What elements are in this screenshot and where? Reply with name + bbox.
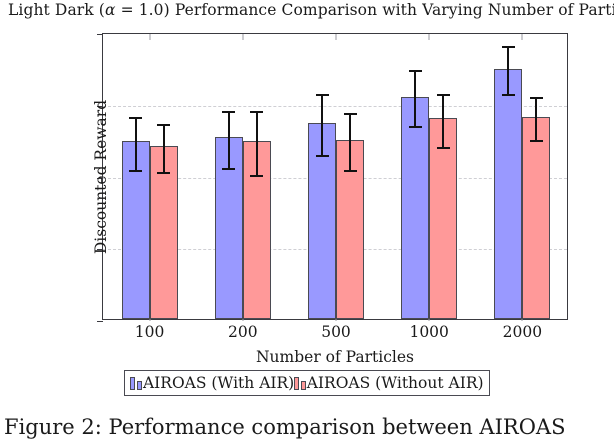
bar-500-without-air [336, 139, 364, 319]
x-tick-mark-top [428, 34, 430, 40]
bar-1000-without-air [429, 118, 458, 319]
error-bar-cap-upper [157, 123, 171, 126]
error-bar-cap-lower [157, 171, 171, 174]
error-bar-cap-lower [222, 168, 236, 171]
x-tick-label: 500 [321, 323, 351, 341]
error-bar-cap-upper [343, 112, 357, 115]
bar-1000-with-air [401, 96, 430, 319]
legend: AIROAS (With AIR) AIROAS (Without AIR) [124, 370, 490, 396]
error-bar-cap-lower [343, 170, 357, 173]
y-tick-mark [97, 105, 103, 107]
error-bar-cap-upper [315, 93, 329, 96]
chart-title-suffix: ) Performance Comparison with Varying Nu… [163, 1, 614, 19]
legend-swatch-icon-series-a [130, 376, 142, 390]
legend-entry-without-air[interactable]: AIROAS (Without AIR) [294, 374, 484, 392]
error-bar-cap-upper [529, 97, 543, 100]
legend-label-series-b: AIROAS (Without AIR) [306, 374, 484, 392]
bar-2000-with-air [494, 69, 523, 319]
gridline [103, 105, 567, 107]
error-bar-cap-upper [222, 110, 236, 113]
error-bar-line [349, 112, 351, 171]
error-bar-cap-lower [129, 169, 143, 172]
error-bar-line [442, 93, 445, 148]
x-tick-label: 1000 [409, 323, 449, 341]
x-tick-label: 100 [134, 323, 165, 341]
figure-caption: Figure 2: Performance comparison between… [4, 415, 566, 439]
error-bar-line [507, 46, 510, 95]
y-tick-mark [97, 177, 103, 179]
x-tick-mark-top [335, 34, 337, 40]
error-bar-line [414, 69, 417, 126]
error-bar-cap-lower [501, 94, 515, 97]
y-tick-mark [97, 249, 103, 251]
chart-title-prefix: Light Dark ( [8, 1, 105, 19]
error-bar-line [227, 110, 230, 169]
x-tick-mark-top [149, 34, 151, 40]
chart-title: Light Dark (α = 1.0) Performance Compari… [8, 0, 614, 20]
x-tick-label: 200 [228, 323, 258, 341]
chart-title-alpha-value: = 1.0 [115, 1, 164, 19]
x-axis-label: Number of Particles [255, 348, 414, 366]
error-bar-cap-upper [501, 46, 515, 49]
error-bar-cap-upper [408, 69, 422, 72]
error-bar-cap-upper [436, 93, 450, 96]
chart-title-alpha-symbol: α [104, 1, 116, 19]
x-tick-mark-top [521, 34, 523, 40]
bar-2000-without-air [522, 117, 551, 319]
error-bar-cap-upper [129, 116, 143, 119]
error-bar-cap-lower [315, 154, 329, 157]
legend-entry-with-air[interactable]: AIROAS (With AIR) [130, 374, 294, 392]
error-bar-cap-lower [250, 174, 264, 177]
legend-swatch-icon-series-b [294, 376, 306, 390]
error-bar-line [162, 123, 165, 172]
error-bar-cap-lower [529, 140, 543, 143]
bar-100-without-air [149, 146, 178, 319]
error-bar-cap-lower [436, 147, 450, 150]
error-bar-cap-upper [250, 111, 264, 114]
error-bar-line [535, 97, 538, 141]
legend-label-series-a: AIROAS (With AIR) [142, 374, 295, 392]
y-tick-mark [97, 34, 103, 35]
error-bar-line [321, 93, 323, 155]
y-tick-mark [97, 321, 103, 322]
error-bar-line [134, 116, 137, 170]
error-bar-cap-lower [408, 125, 422, 128]
x-tick-mark-top [242, 34, 244, 40]
error-bar-line [255, 111, 258, 175]
x-tick-label: 2000 [502, 323, 543, 341]
